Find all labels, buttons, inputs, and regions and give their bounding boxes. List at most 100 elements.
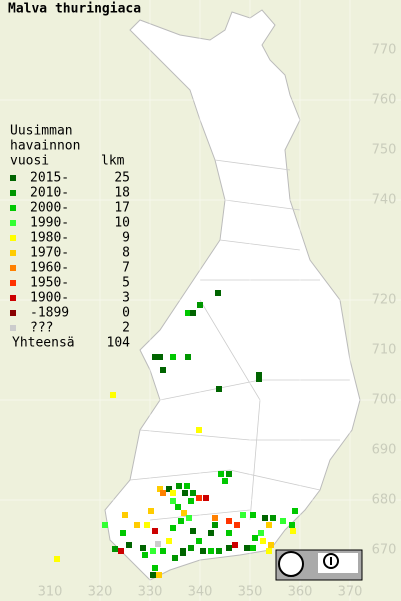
- observation-square: [216, 386, 222, 392]
- observation-square: [166, 538, 172, 544]
- observation-square: [250, 545, 256, 551]
- observation-square: [260, 538, 266, 544]
- observation-square: [196, 495, 202, 501]
- observation-square: [226, 545, 232, 551]
- legend-label: 1950-: [30, 276, 69, 291]
- observation-square: [215, 290, 221, 296]
- observation-square: [150, 548, 156, 554]
- observation-square: [166, 486, 172, 492]
- legend-swatch: [10, 220, 16, 226]
- observation-square: [170, 498, 176, 504]
- observation-square: [182, 490, 188, 496]
- observation-square: [185, 354, 191, 360]
- y-axis-label: 700: [372, 393, 397, 408]
- observation-square: [270, 515, 276, 521]
- observation-square: [289, 522, 295, 528]
- observation-square: [266, 548, 272, 554]
- observation-square: [226, 518, 232, 524]
- observation-square: [175, 504, 181, 510]
- observation-square: [150, 572, 156, 578]
- observation-square: [122, 512, 128, 518]
- legend-label: -1899: [30, 306, 69, 321]
- legend-swatch: [10, 190, 16, 196]
- legend-count: 2: [122, 321, 130, 336]
- observation-square: [234, 522, 240, 528]
- observation-square: [197, 302, 203, 308]
- y-axis-label: 760: [372, 93, 397, 108]
- observation-square: [148, 508, 154, 514]
- y-axis-label: 670: [372, 543, 397, 558]
- observation-square: [170, 354, 176, 360]
- legend-swatch: [10, 325, 16, 331]
- observation-square: [190, 310, 196, 316]
- observation-square: [157, 354, 163, 360]
- x-axis-label: 340: [188, 585, 213, 600]
- legend-label: 1980-: [30, 231, 69, 246]
- observation-square: [292, 508, 298, 514]
- legend-count: 9: [122, 231, 130, 246]
- observation-square: [268, 542, 274, 548]
- observation-square: [258, 530, 264, 536]
- observation-square: [226, 530, 232, 536]
- observation-square: [208, 548, 214, 554]
- observation-square: [200, 548, 206, 554]
- legend-header: Uusimman: [10, 124, 73, 139]
- observation-square: [196, 538, 202, 544]
- observation-square: [170, 490, 176, 496]
- observation-square: [290, 528, 296, 534]
- legend-count: 0: [122, 306, 130, 321]
- observation-square: [172, 555, 178, 561]
- observation-square: [190, 490, 196, 496]
- legend-count-header: lkm: [101, 154, 125, 169]
- legend-swatch: [10, 235, 16, 241]
- observation-square: [252, 535, 258, 541]
- observation-square: [203, 495, 209, 501]
- legend-header: vuosi: [10, 154, 49, 169]
- legend-total-label: Yhteensä: [12, 336, 75, 351]
- observation-square: [216, 548, 222, 554]
- y-axis-label: 690: [372, 443, 397, 458]
- observation-square: [160, 490, 166, 496]
- observation-square: [226, 471, 232, 477]
- legend-count: 7: [122, 261, 130, 276]
- legend-swatch: [10, 295, 16, 301]
- y-axis-label: 720: [372, 293, 397, 308]
- observation-square: [232, 542, 238, 548]
- title: Malva thuringiaca: [8, 2, 141, 17]
- legend-label: 1970-: [30, 246, 69, 261]
- legend-label: 2015-: [30, 171, 69, 186]
- observation-square: [190, 528, 196, 534]
- y-axis-label: 750: [372, 143, 397, 158]
- x-axis-label: 330: [138, 585, 163, 600]
- observation-square: [155, 541, 161, 547]
- observation-square: [208, 530, 214, 536]
- y-axis-label: 740: [372, 193, 397, 208]
- observation-square: [185, 310, 191, 316]
- legend-count: 3: [122, 291, 130, 306]
- observation-square: [110, 392, 116, 398]
- observation-square: [262, 515, 268, 521]
- legend-total: 104: [107, 336, 131, 351]
- observation-square: [54, 556, 60, 562]
- observation-square: [222, 478, 228, 484]
- observation-square: [170, 525, 176, 531]
- observation-square: [188, 545, 194, 551]
- legend-header: havainnon: [10, 139, 80, 154]
- observation-square: [178, 518, 184, 524]
- y-axis-label: 710: [372, 343, 397, 358]
- observation-square: [152, 528, 158, 534]
- observation-square: [256, 376, 262, 382]
- legend-label: 2010-: [30, 186, 69, 201]
- legend-label: 1990-: [30, 216, 69, 231]
- y-axis-label: 680: [372, 493, 397, 508]
- observation-square: [126, 542, 132, 548]
- x-axis-label: 320: [88, 585, 113, 600]
- legend-swatch: [10, 310, 16, 316]
- legend-count: 10: [114, 216, 130, 231]
- observation-square: [152, 354, 158, 360]
- observation-square: [184, 483, 190, 489]
- observation-square: [212, 515, 218, 521]
- observation-square: [152, 565, 158, 571]
